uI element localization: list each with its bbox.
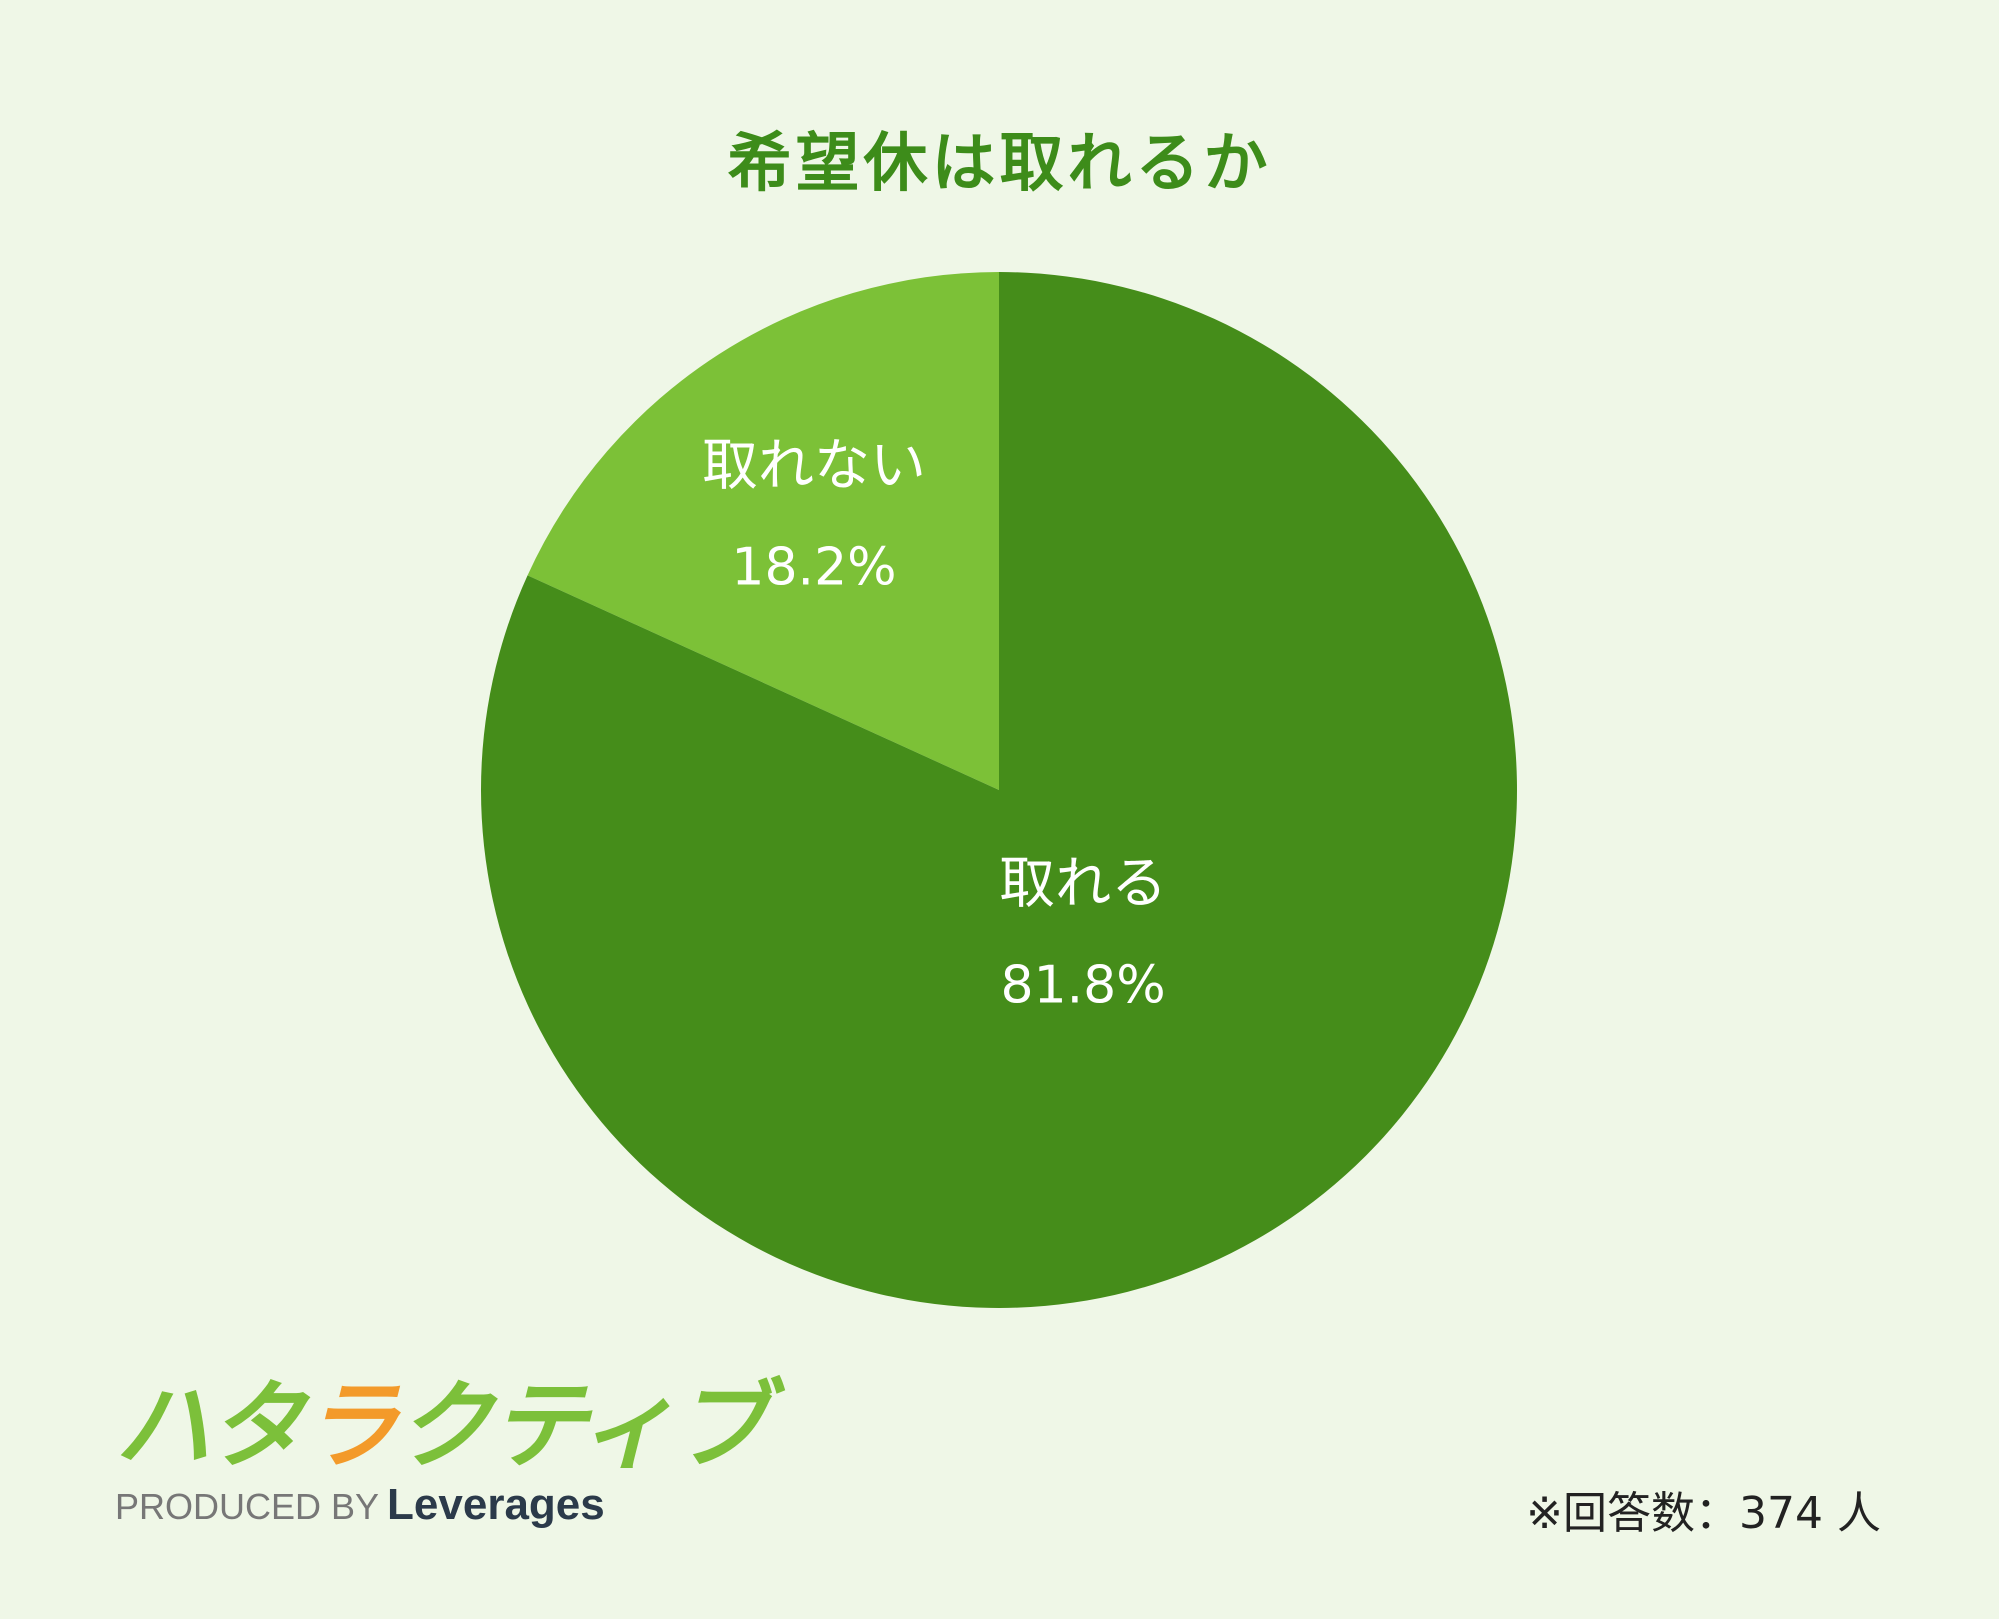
- logo-mark: ハタラクティブ: [115, 1370, 769, 1482]
- slice-label-0: 取れない: [702, 433, 926, 498]
- leverages-brand: Leverages: [387, 1480, 605, 1529]
- logo-subtitle: PRODUCED BY Leverages: [115, 1480, 635, 1530]
- respondent-count-note: ※回答数：374 人: [1526, 1488, 1881, 1539]
- slice-percent-1: 81.8%: [1000, 956, 1165, 1016]
- slice-percent-0: 18.2%: [731, 537, 896, 597]
- pie-slice-0: [527, 272, 999, 790]
- chart-title: 希望休は取れるか: [727, 127, 1272, 201]
- produced-by-text: PRODUCED BY: [115, 1486, 380, 1527]
- hataractive-logo: ハタラクティブ PRODUCED BY Leverages: [115, 1370, 769, 1530]
- pie-slice-1: [481, 272, 1518, 1308]
- slice-label-1: 取れる: [999, 852, 1167, 917]
